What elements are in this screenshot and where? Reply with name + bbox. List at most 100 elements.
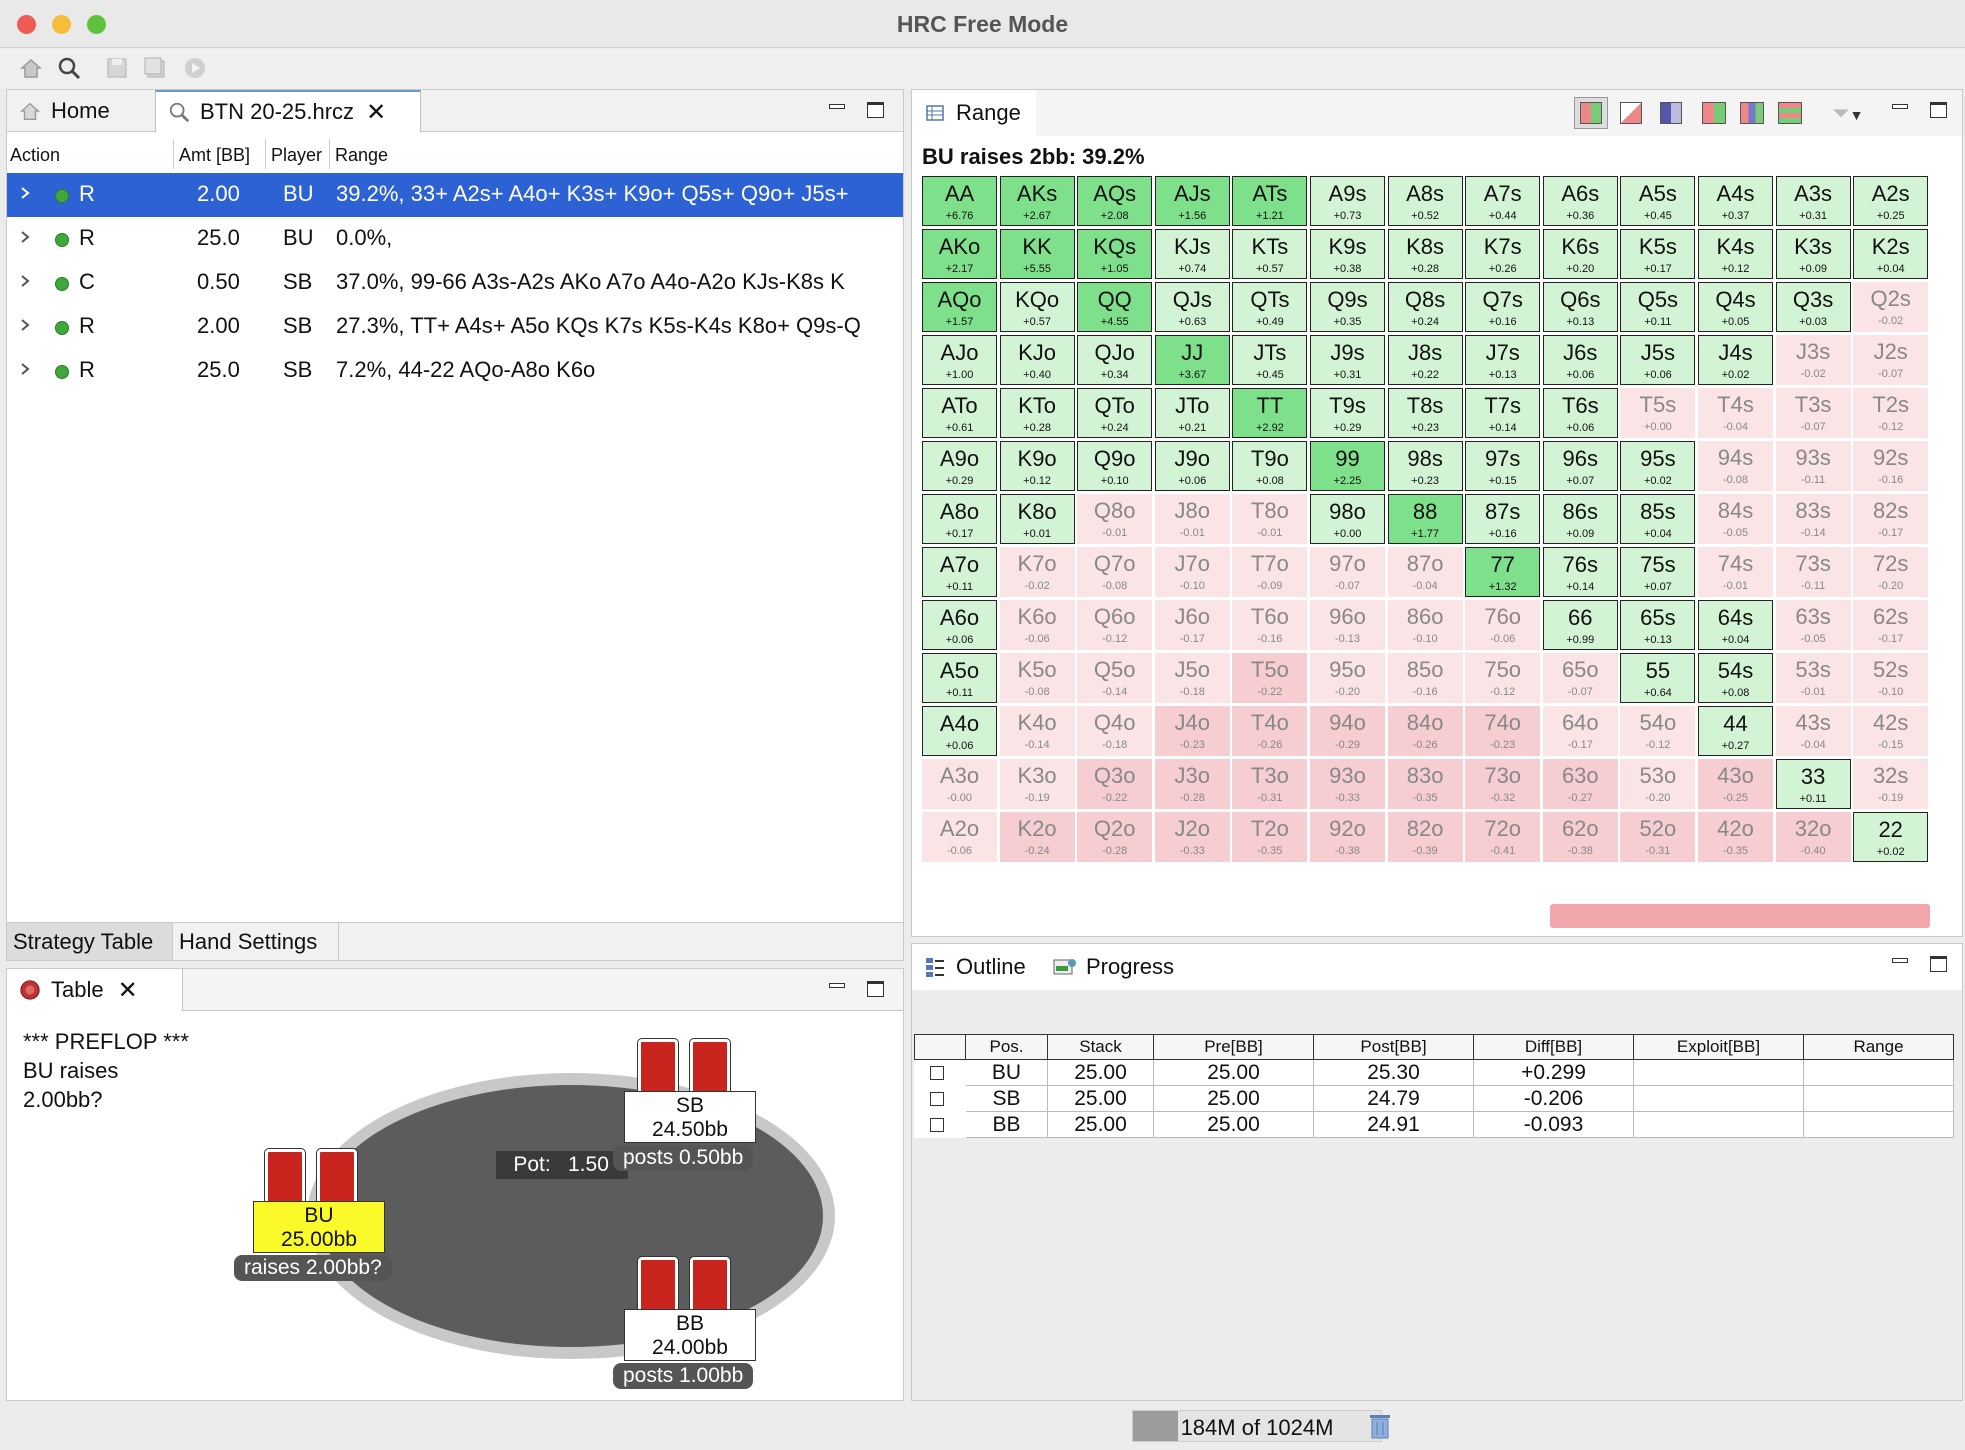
hand-cell[interactable]: Q8s +0.24 — [1387, 282, 1463, 332]
hand-cell[interactable]: 73s -0.11 — [1775, 547, 1851, 597]
view-combo-icon[interactable] — [1654, 97, 1688, 129]
chevron-right-icon[interactable] — [19, 319, 31, 331]
hand-cell[interactable]: T5o -0.22 — [1232, 653, 1308, 703]
hand-cell[interactable]: QQ +4.55 — [1077, 282, 1153, 332]
hand-cell[interactable]: 54s +0.08 — [1698, 653, 1773, 703]
hand-cell[interactable]: T5s +0.00 — [1620, 388, 1696, 438]
hand-cell[interactable]: 72o -0.41 — [1465, 812, 1541, 862]
hand-cell[interactable]: A9o +0.29 — [922, 441, 997, 491]
hand-cell[interactable]: QJs +0.63 — [1154, 282, 1230, 332]
hand-cell[interactable]: T9s +0.29 — [1310, 388, 1385, 438]
hand-cell[interactable]: 87s +0.16 — [1465, 494, 1541, 544]
hand-cell[interactable]: A4s +0.37 — [1698, 176, 1773, 226]
tab-strategy-table[interactable]: Strategy Table — [7, 923, 173, 960]
hand-cell[interactable]: KTo +0.28 — [999, 388, 1075, 438]
tab-progress[interactable]: Progress — [1042, 944, 1202, 990]
hand-cell[interactable]: 82o -0.39 — [1387, 812, 1463, 862]
save-icon[interactable] — [104, 55, 130, 81]
hand-cell[interactable]: J3s -0.02 — [1775, 335, 1851, 385]
view-ev-icon[interactable] — [1614, 97, 1648, 129]
hand-cell[interactable]: 86o -0.10 — [1387, 600, 1463, 650]
hand-cell[interactable]: 52s -0.10 — [1853, 653, 1929, 703]
hand-cell[interactable]: T7o -0.09 — [1232, 547, 1308, 597]
hand-cell[interactable]: J8s +0.22 — [1387, 335, 1463, 385]
hand-cell[interactable]: JTs +0.45 — [1232, 335, 1308, 385]
hand-cell[interactable]: Q6s +0.13 — [1542, 282, 1618, 332]
hand-cell[interactable]: 66 +0.99 — [1542, 600, 1618, 650]
hand-cell[interactable]: T2s -0.12 — [1853, 388, 1929, 438]
hand-cell[interactable]: A6o +0.06 — [922, 600, 997, 650]
hand-cell[interactable]: 99 +2.25 — [1310, 441, 1385, 491]
hand-cell[interactable]: 82s -0.17 — [1853, 494, 1929, 544]
hand-cell[interactable]: JJ +3.67 — [1154, 335, 1230, 385]
hand-cell[interactable]: J6s +0.06 — [1542, 335, 1618, 385]
hand-cell[interactable]: A5s +0.45 — [1620, 176, 1696, 226]
close-icon[interactable]: ✕ — [366, 98, 387, 126]
hand-cell[interactable]: A8s +0.52 — [1387, 176, 1463, 226]
hand-cell[interactable]: J4o -0.23 — [1154, 706, 1230, 756]
hand-cell[interactable]: 76o -0.06 — [1465, 600, 1541, 650]
hand-cell[interactable]: 32o -0.40 — [1775, 812, 1851, 862]
hand-cell[interactable]: 83s -0.14 — [1775, 494, 1851, 544]
view-strategy-icon[interactable] — [1574, 97, 1608, 129]
strategy-row[interactable]: R 2.00 SB 27.3%, TT+ A4s+ A5o KQs K7s K5s-K… — [7, 305, 903, 349]
hand-cell[interactable]: Q7s +0.16 — [1465, 282, 1541, 332]
hand-cell[interactable]: Q2o -0.28 — [1077, 812, 1153, 862]
strategy-row[interactable]: R 25.0 BU 0.0%, — [7, 217, 903, 261]
tab-btn-file[interactable]: BTN 20-25.hrcz ✕ — [155, 90, 421, 132]
hand-cell[interactable]: K7o -0.02 — [999, 547, 1075, 597]
hand-cell[interactable]: 65o -0.07 — [1542, 653, 1618, 703]
hand-cell[interactable]: 93s -0.11 — [1775, 441, 1851, 491]
hand-cell[interactable]: 77 +1.32 — [1465, 547, 1541, 597]
close-icon[interactable]: ✕ — [117, 976, 138, 1004]
hand-cell[interactable]: Q6o -0.12 — [1077, 600, 1153, 650]
hand-cell[interactable]: Q5o -0.14 — [1077, 653, 1153, 703]
hand-cell[interactable]: K5s +0.17 — [1620, 229, 1696, 279]
hand-cell[interactable]: 62s -0.17 — [1853, 600, 1929, 650]
hand-cell[interactable]: KQs +1.05 — [1077, 229, 1153, 279]
hand-cell[interactable]: T9o +0.08 — [1232, 441, 1308, 491]
outline-col-header[interactable]: Diff[BB] — [1474, 1034, 1634, 1060]
hand-cell[interactable]: T3o -0.31 — [1232, 759, 1308, 809]
tab-table[interactable]: Table ✕ — [7, 969, 183, 1011]
hand-cell[interactable]: 43o -0.25 — [1698, 759, 1773, 809]
hand-cell[interactable]: 53o -0.20 — [1620, 759, 1696, 809]
hand-cell[interactable]: J2s -0.07 — [1853, 335, 1929, 385]
hand-cell[interactable]: J9o +0.06 — [1154, 441, 1230, 491]
hand-cell[interactable]: A3o -0.00 — [922, 759, 997, 809]
maximize-pane-button[interactable] — [863, 977, 887, 1001]
chevron-right-icon[interactable] — [19, 231, 31, 243]
hand-cell[interactable]: K9s +0.38 — [1310, 229, 1385, 279]
hand-cell[interactable]: K2o -0.24 — [999, 812, 1075, 862]
row-checkbox[interactable] — [930, 1092, 944, 1106]
hand-cell[interactable]: K7s +0.26 — [1465, 229, 1541, 279]
row-checkbox[interactable] — [930, 1066, 944, 1080]
minimize-pane-button[interactable] — [825, 977, 849, 1001]
hand-cell[interactable]: K5o -0.08 — [999, 653, 1075, 703]
hand-cell[interactable]: A4o +0.06 — [922, 706, 997, 756]
chevron-right-icon[interactable] — [19, 187, 31, 199]
hand-cell[interactable]: Q8o -0.01 — [1077, 494, 1153, 544]
outline-col-header[interactable]: Stack — [1048, 1034, 1154, 1060]
hand-cell[interactable]: Q3o -0.22 — [1077, 759, 1153, 809]
grid-icon[interactable] — [1778, 102, 1802, 124]
hand-cell[interactable]: K6o -0.06 — [999, 600, 1075, 650]
row-checkbox[interactable] — [930, 1118, 944, 1132]
chevron-right-icon[interactable] — [19, 275, 31, 287]
hand-cell[interactable]: KTs +0.57 — [1232, 229, 1308, 279]
hand-cell[interactable]: A2o -0.06 — [922, 812, 997, 862]
hand-cell[interactable]: AJo +1.00 — [922, 335, 997, 385]
hand-cell[interactable]: 64s +0.04 — [1698, 600, 1773, 650]
hand-cell[interactable]: 33 +0.11 — [1775, 759, 1851, 809]
hand-cell[interactable]: A6s +0.36 — [1542, 176, 1618, 226]
col-range[interactable]: Range — [335, 145, 389, 165]
hand-cell[interactable]: T4o -0.26 — [1232, 706, 1308, 756]
hand-cell[interactable]: Q9s +0.35 — [1310, 282, 1385, 332]
hand-cell[interactable]: 92o -0.38 — [1310, 812, 1385, 862]
hand-cell[interactable]: J5o -0.18 — [1154, 653, 1230, 703]
hand-cell[interactable]: J9s +0.31 — [1310, 335, 1385, 385]
player-box-sb[interactable]: SB 24.50bb — [624, 1091, 756, 1143]
hand-cell[interactable]: K3o -0.19 — [999, 759, 1075, 809]
outline-col-header[interactable]: Post[BB] — [1314, 1034, 1474, 1060]
search-icon[interactable] — [56, 55, 82, 81]
